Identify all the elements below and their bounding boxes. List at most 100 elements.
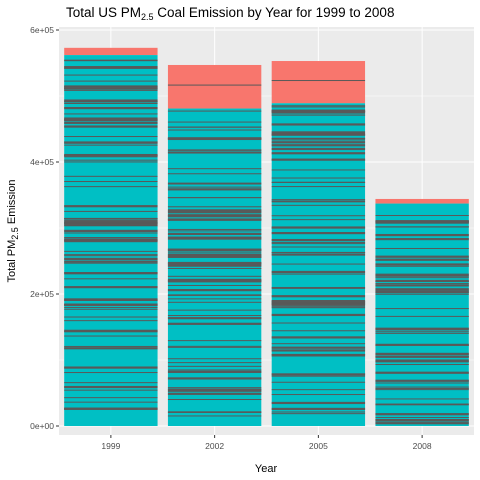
bar-stripe [64,255,158,257]
bar-stripe [167,301,262,303]
bar-stripe [167,362,262,364]
bar-stripe [167,232,262,236]
bar-stripe [271,177,366,179]
bar-stripe [167,279,262,283]
bar-stripe [271,80,366,82]
bar-stripe [271,139,366,141]
bar-stripe [64,205,158,208]
bar-stripe [64,155,158,157]
bar-upper-segment [64,47,158,56]
bar-stripe [375,288,469,291]
bar-stripe [64,121,158,124]
bar-stripe [64,220,158,223]
bar-stripe [167,219,262,221]
bar-stripe [375,364,469,366]
bar-stripe [271,394,366,396]
bar-stripe [375,292,469,294]
bar-stripe [271,181,366,183]
bar-upper-segment [167,64,262,109]
bar-stripe [167,121,262,123]
bar-stripe [167,251,262,253]
bar-stripe [375,220,469,223]
bar-stripe [375,258,469,261]
bar-stripe [167,388,262,392]
bar-stripe [271,286,366,288]
bar-stripe [64,59,158,61]
bar-stripe [271,106,366,108]
bar-stripe [167,230,262,232]
bar-stripe [271,346,366,349]
bar-stripe [375,404,469,406]
bar-stripe [167,411,262,413]
bar-stripe [64,181,158,183]
bar-stripe [167,267,262,269]
bar-stripe [271,219,366,221]
bar-stripe [167,294,262,296]
bar-stripe [375,389,469,391]
bar-lower-segment [375,203,469,426]
bar-stripe [167,126,262,128]
bar-stripe [271,123,366,126]
bar-upper-segment [375,198,469,204]
bar-stripe [167,370,262,373]
bar-stripe [64,66,158,69]
bar-stripe [375,290,469,293]
bar-stripe [271,241,366,243]
bar-stripe [64,99,158,102]
bar-stripe [271,134,366,136]
bar-stripe [167,358,262,360]
bar-stripe [167,173,262,175]
bar-stripe [271,186,366,188]
bar-stripe [271,152,366,155]
bar-stripe [64,224,158,226]
bar-stripe [271,313,366,317]
bar-stripe [375,417,469,419]
bar-stripe [375,332,469,334]
bar-stripe [375,398,469,400]
bar-stripe [64,299,158,301]
bar-stripe [271,111,366,114]
bar-stripe [64,222,158,224]
bar-stripe [271,141,366,144]
bar-stripe [64,144,158,146]
bar-stripe [271,200,366,202]
bar-stripe [64,67,158,69]
bar-stripe [375,279,469,283]
bar-stripe [64,329,158,332]
bar-stripe [64,89,158,91]
bar-stripe [271,295,366,298]
bar-stripe [64,218,158,220]
bar-stripe [167,387,262,389]
bar-stripe [64,401,158,403]
x-axis: 1999 2002 2005 2008 [101,435,432,451]
bar-stripe [64,331,158,333]
bar-stripe [167,149,262,151]
bar-stripe [167,248,262,252]
bar-stripe [167,284,262,286]
bar-stripe [271,322,366,324]
bar-stripe [167,188,262,191]
bar-stripe [64,237,158,239]
y-axis: 0e+00 2e+05 4e+05 6e+05 [30,25,59,431]
bar-stripe [375,355,469,358]
y-tick-label: 0e+00 [30,421,54,431]
bar-stripe [271,354,366,357]
bar-stripe [271,349,366,352]
bars [64,47,469,427]
bar-stripe [375,352,469,356]
bar-stripe [271,300,366,303]
bar-stripe [167,340,262,342]
bar-stripe [167,152,262,154]
bar-stripe [167,253,262,255]
bar-stripe [271,381,366,383]
bar-stripe [167,228,262,230]
x-tick-label: 2005 [309,441,328,451]
bar-stripe [64,118,158,122]
y-tick-label: 6e+05 [30,25,54,35]
bar-stripe [271,246,366,248]
bar-stripe [375,361,469,363]
bar-stripe [375,422,469,425]
bar-stripe [271,238,366,242]
bar-stripe [64,335,158,337]
bar-stripe [271,306,366,308]
